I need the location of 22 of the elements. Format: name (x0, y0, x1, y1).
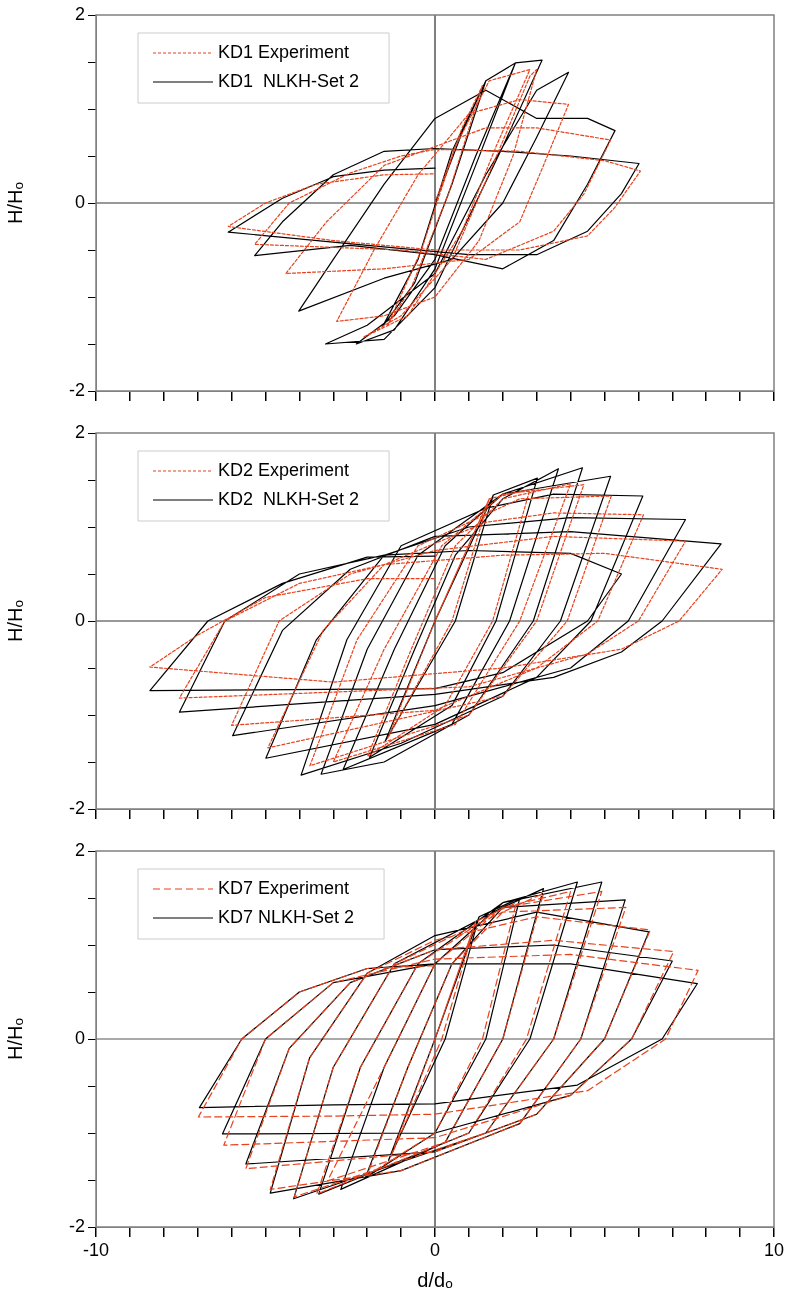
x-tick-label: 0 (429, 1239, 441, 1260)
x-tick-label: 10 (763, 1239, 785, 1260)
y-axis-title: H/Hₒ (3, 182, 26, 224)
y-tick-label: -2 (68, 379, 85, 400)
y-tick-label: 2 (74, 3, 85, 24)
y-tick-label: 0 (74, 1027, 85, 1048)
legend-label: KD2 Experiment (218, 459, 350, 480)
y-tick-label: 2 (74, 421, 85, 442)
y-tick-label: 0 (74, 609, 85, 630)
legend-label: KD1 NLKH-Set 2 (218, 70, 360, 91)
legend-label: KD7 NLKH-Set 2 (218, 906, 355, 927)
y-tick-label: 2 (74, 839, 85, 860)
y-axis-title: H/Hₒ (3, 600, 26, 642)
y-axis-title: H/Hₒ (3, 1018, 26, 1060)
x-tick-label: -10 (82, 1239, 110, 1260)
legend-label: KD1 Experiment (218, 41, 350, 62)
y-tick-label: -2 (68, 797, 85, 818)
legend-label: KD7 Experiment (218, 877, 350, 898)
x-axis-title: d/dₒ (417, 1268, 453, 1291)
y-tick-label: 0 (74, 191, 85, 212)
legend-label: KD2 NLKH-Set 2 (218, 488, 360, 509)
y-tick-label: -2 (68, 1215, 85, 1236)
